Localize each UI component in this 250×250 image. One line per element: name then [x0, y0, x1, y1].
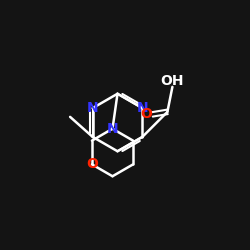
Text: N: N	[107, 122, 118, 136]
Text: O: O	[86, 158, 98, 172]
Text: N: N	[87, 101, 99, 115]
Text: O: O	[140, 108, 152, 122]
Text: N: N	[136, 101, 148, 115]
Text: OH: OH	[161, 74, 184, 88]
